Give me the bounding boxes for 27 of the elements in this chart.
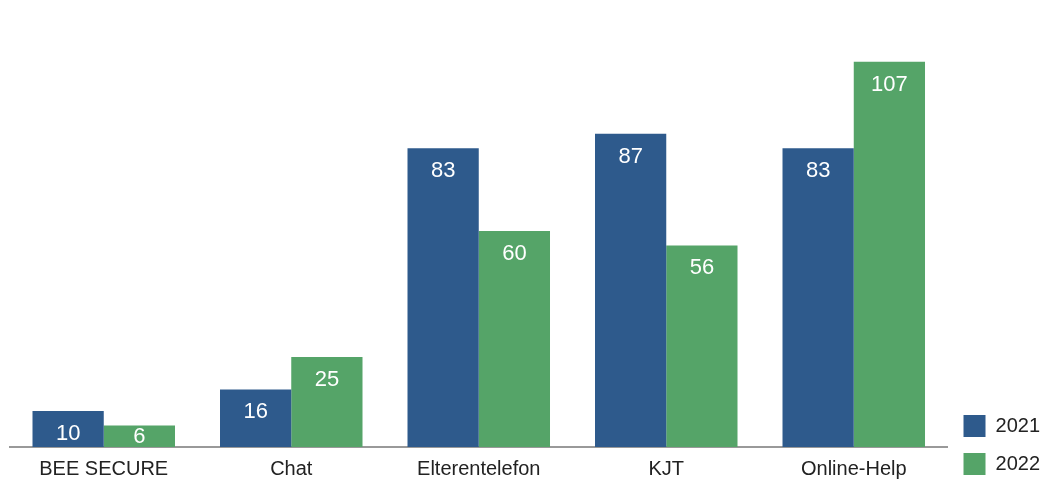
legend-label: 2021: [995, 413, 1041, 436]
x-tick-label: Elterentelefon: [417, 456, 541, 479]
data-label: 83: [430, 157, 456, 183]
data-label: 87: [618, 142, 643, 168]
x-tick-label: Online-Help: [800, 456, 907, 479]
bar: [782, 148, 854, 447]
data-label: 6: [133, 423, 146, 449]
bar: [407, 148, 479, 447]
data-label: 16: [243, 398, 268, 424]
bar: [103, 425, 175, 447]
bar: [291, 357, 363, 447]
bar: [666, 245, 738, 447]
bar: [853, 61, 926, 447]
legend-label: 2022: [995, 451, 1041, 474]
bar: [595, 133, 667, 447]
bar: [478, 231, 551, 447]
data-label: 25: [314, 366, 340, 392]
x-tick-label: Chat: [270, 456, 313, 479]
data-label: 107: [871, 70, 908, 96]
x-tick-label: KJT: [648, 456, 685, 479]
data-label: 60: [502, 240, 527, 266]
bar: [220, 389, 292, 447]
data-label: 56: [689, 254, 715, 280]
x-tick-label: BEE SECURE: [39, 456, 169, 479]
data-label: 10: [55, 420, 81, 446]
bar: [32, 411, 104, 447]
data-label: 83: [805, 157, 831, 183]
